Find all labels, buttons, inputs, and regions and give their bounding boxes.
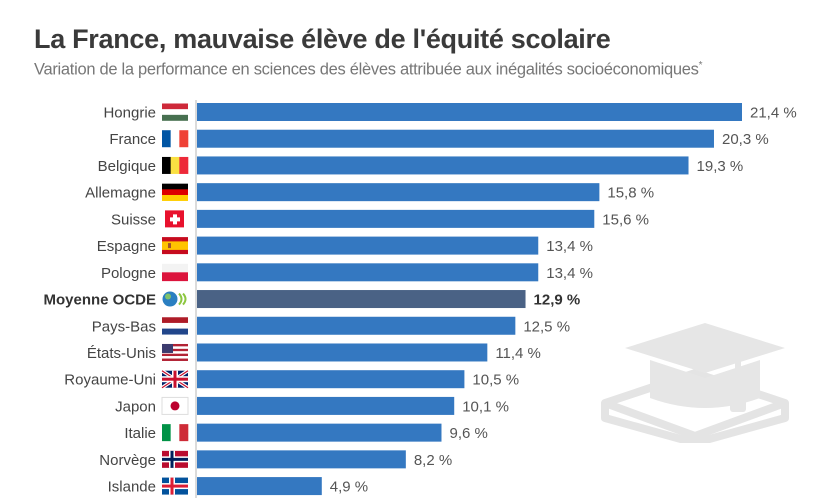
switzerland-flag-icon (165, 210, 184, 228)
bar (197, 343, 488, 362)
bar (197, 316, 516, 335)
bar-row: Italie 9,6 % (124, 423, 488, 442)
category-label: Espagne (97, 238, 156, 255)
poland-flag-icon (162, 263, 188, 282)
bar (197, 450, 406, 469)
category-label: Hongrie (103, 105, 156, 122)
bar-row: Pays-Bas 12,5 % (92, 316, 570, 335)
value-label: 13,4 % (546, 238, 593, 255)
value-label: 20,3 % (722, 131, 769, 148)
bar (197, 370, 465, 389)
category-label: États-Unis (87, 345, 156, 362)
value-label: 4,9 % (330, 479, 368, 496)
chart-subtitle: Variation de la performance en sciences … (34, 60, 702, 80)
value-label: 9,6 % (449, 425, 487, 442)
value-label: 10,1 % (462, 398, 509, 415)
value-label: 12,9 % (534, 292, 581, 309)
value-label: 8,2 % (414, 452, 452, 469)
footnote-mark: * (698, 60, 703, 71)
category-label: Islande (108, 479, 156, 496)
category-label: Allemagne (85, 185, 156, 202)
category-label: Norvège (99, 452, 156, 469)
netherlands-flag-icon (162, 317, 188, 335)
bar-row: Allemagne 15,8 % (85, 183, 654, 202)
bar (197, 423, 442, 442)
category-label: Pologne (101, 265, 156, 282)
bar (197, 209, 595, 228)
bar-row: Espagne 13,4 % (97, 236, 593, 255)
value-label: 12,5 % (523, 318, 570, 335)
germany-flag-icon (162, 183, 188, 201)
category-label: Pays-Bas (92, 318, 156, 335)
bar-row: Suisse 15,6 % (111, 209, 649, 228)
spain-flag-icon (162, 237, 188, 255)
bar-row: Royaume-Uni 10,5 % (64, 369, 519, 390)
bar (197, 263, 539, 282)
bar-row: États-Unis 11,4 % (87, 343, 541, 362)
bar (197, 103, 742, 121)
iceland-flag-icon (162, 477, 188, 495)
category-label: Japon (115, 398, 156, 415)
italy-flag-icon (162, 424, 189, 442)
value-label: 21,4 % (750, 105, 797, 122)
bar (197, 156, 689, 175)
bar-row: Belgique 19,3 % (98, 156, 744, 175)
bar (197, 236, 539, 255)
bar (197, 183, 600, 202)
subtitle-text: Variation de la performance en sciences … (34, 60, 699, 79)
value-label: 11,4 % (495, 345, 541, 362)
hungary-flag-icon (162, 103, 188, 121)
oecd-logo-icon (162, 291, 187, 307)
graduation-cap-on-book-icon (601, 323, 789, 443)
bar-row: Hongrie 21,4 % (103, 103, 797, 122)
value-label: 10,5 % (472, 372, 519, 389)
france-flag-icon (162, 130, 189, 148)
chart-title: La France, mauvaise élève de l'équité sc… (34, 24, 611, 54)
bar (197, 396, 455, 415)
bar-row: Pologne 13,4 % (101, 263, 593, 282)
value-label: 19,3 % (697, 158, 744, 175)
japan-flag-icon (161, 396, 189, 415)
bar (197, 129, 714, 148)
value-label: 15,8 % (607, 185, 654, 202)
bar-row: Japon 10,1 % (115, 396, 509, 415)
bar-row: France 20,3 % (109, 129, 769, 148)
bar (197, 290, 526, 309)
usa-flag-icon (162, 343, 188, 361)
norway-flag-icon (162, 450, 188, 468)
category-label: Royaume-Uni (64, 372, 156, 389)
bar-row: Islande 4,9 % (108, 477, 368, 496)
bar-row: Norvège 8,2 % (99, 450, 452, 469)
value-label: 15,6 % (602, 211, 649, 228)
category-label: Suisse (111, 211, 156, 228)
category-label: Italie (124, 425, 156, 442)
belgium-flag-icon (162, 156, 189, 174)
category-label: France (109, 131, 156, 148)
uk-flag-icon (161, 369, 189, 390)
bar-row: Moyenne OCDE 12,9 % (43, 290, 580, 309)
bar (197, 477, 322, 496)
category-label: Moyenne OCDE (43, 292, 156, 309)
category-label: Belgique (98, 158, 156, 175)
value-label: 13,4 % (546, 265, 593, 282)
